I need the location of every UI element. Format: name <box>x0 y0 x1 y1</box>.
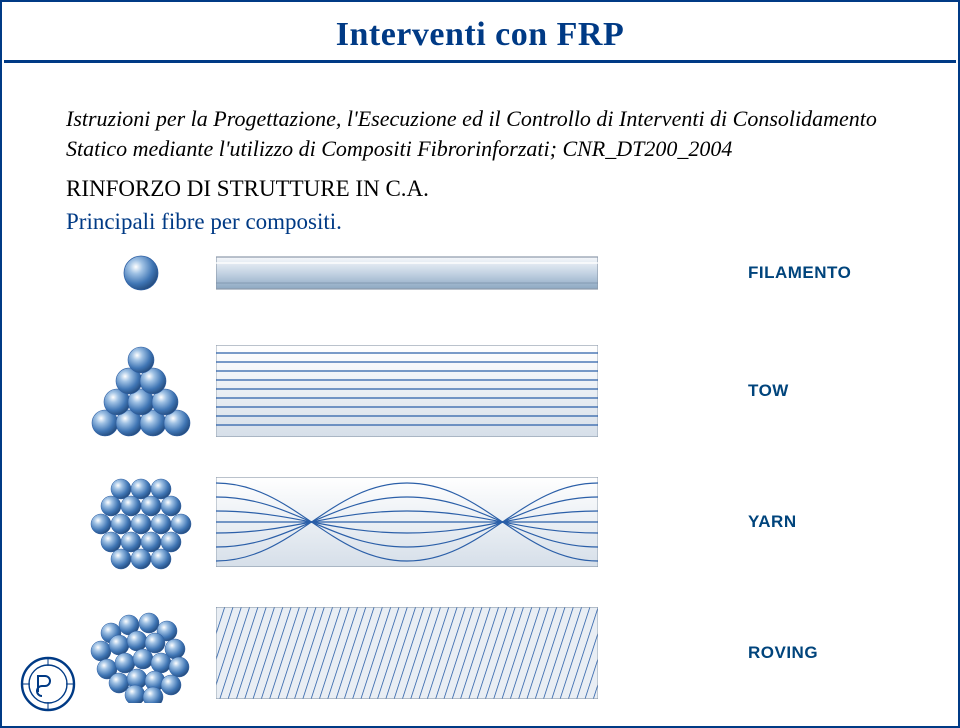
slide: Interventi con FRP Istruzioni per la Pro… <box>0 0 960 728</box>
section-heading: RINFORZO DI STRUTTURE IN C.A. <box>66 173 894 204</box>
label-roving: ROVING <box>748 643 818 662</box>
title-underline <box>4 60 956 63</box>
sphere-pyramid-icon <box>81 345 201 437</box>
icon-tow <box>66 345 216 437</box>
reference-text: Istruzioni per la Progettazione, l'Esecu… <box>66 104 894 163</box>
icon-yarn <box>66 472 216 572</box>
row-filamento: FILAMENTO <box>66 255 894 291</box>
label-col: ROVING <box>744 643 894 663</box>
bar-roving <box>216 607 744 699</box>
sphere-icon <box>122 254 160 292</box>
cylinder-bar <box>216 255 598 291</box>
twisted-bar <box>216 477 598 567</box>
icon-roving <box>66 603 216 703</box>
bar-filamento <box>216 255 744 291</box>
hatch-bar <box>216 607 598 699</box>
sphere-hex-icon <box>81 472 201 572</box>
row-yarn: YARN <box>66 477 894 567</box>
subtitle: Principali fibre per compositi. <box>66 206 894 237</box>
fiber-diagram: FILAMENTO <box>66 255 894 715</box>
page-title: Interventi con FRP <box>2 10 958 54</box>
label-tow: TOW <box>748 381 789 400</box>
row-tow: TOW <box>66 345 894 437</box>
label-col: TOW <box>744 381 894 401</box>
title-area: Interventi con FRP <box>2 2 958 100</box>
sphere-cluster-icon <box>81 603 201 703</box>
stripes-bar <box>216 345 598 437</box>
bar-tow <box>216 345 744 437</box>
label-col: FILAMENTO <box>744 263 894 283</box>
label-yarn: YARN <box>748 512 797 531</box>
icon-filamento <box>66 254 216 292</box>
label-col: YARN <box>744 512 894 532</box>
body: Istruzioni per la Progettazione, l'Esecu… <box>2 104 958 715</box>
row-roving: ROVING <box>66 607 894 699</box>
bar-yarn <box>216 477 744 567</box>
university-seal-icon <box>20 656 76 712</box>
label-filamento: FILAMENTO <box>748 263 851 282</box>
